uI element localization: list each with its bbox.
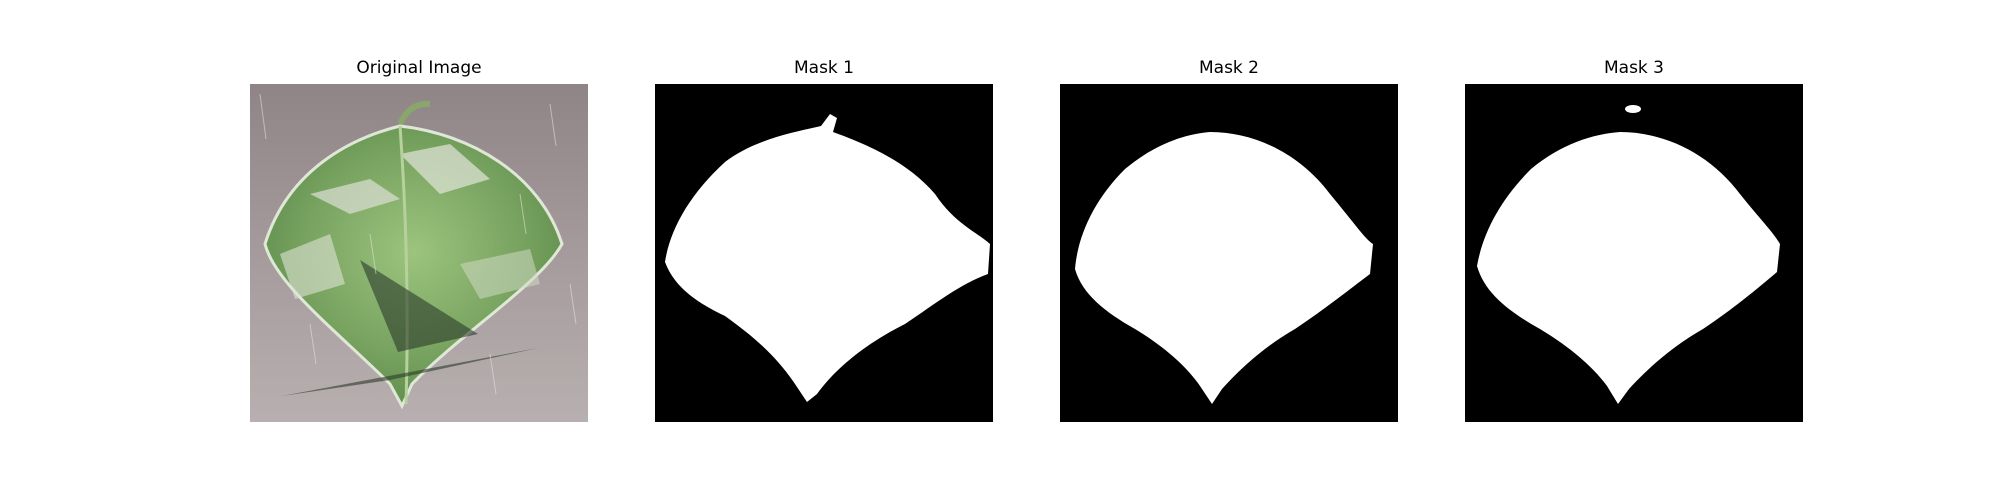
leaf-patch	[310, 179, 400, 214]
panel-title: Mask 3	[1603, 58, 1664, 78]
mask-2-image	[1060, 84, 1398, 422]
leaf-patch	[460, 249, 540, 299]
mask-region	[665, 114, 990, 402]
leaf-stem	[397, 100, 431, 126]
panel-original-image: Original Image	[250, 0, 588, 500]
mask-fragment	[1625, 105, 1641, 113]
mask-3-image	[1465, 84, 1803, 422]
panel-mask-2: Mask 2	[1060, 0, 1398, 500]
rain-streaks	[259, 93, 577, 395]
shadow-overlay	[282, 348, 538, 396]
leaf-patch	[400, 144, 490, 194]
shadow-overlay	[360, 260, 478, 352]
leaf-midrib	[398, 125, 409, 405]
panel-title: Mask 2	[1198, 58, 1259, 78]
leaf-patch	[280, 234, 345, 299]
panel-mask-1: Mask 1	[655, 0, 993, 500]
mask-1-image	[655, 84, 993, 422]
panel-title: Mask 1	[793, 58, 854, 78]
panel-title: Original Image	[356, 58, 482, 78]
panel-mask-3: Mask 3	[1465, 0, 1803, 500]
mask-region	[1477, 132, 1780, 404]
mask-region	[1075, 132, 1373, 404]
original-leaf-image	[250, 84, 588, 422]
